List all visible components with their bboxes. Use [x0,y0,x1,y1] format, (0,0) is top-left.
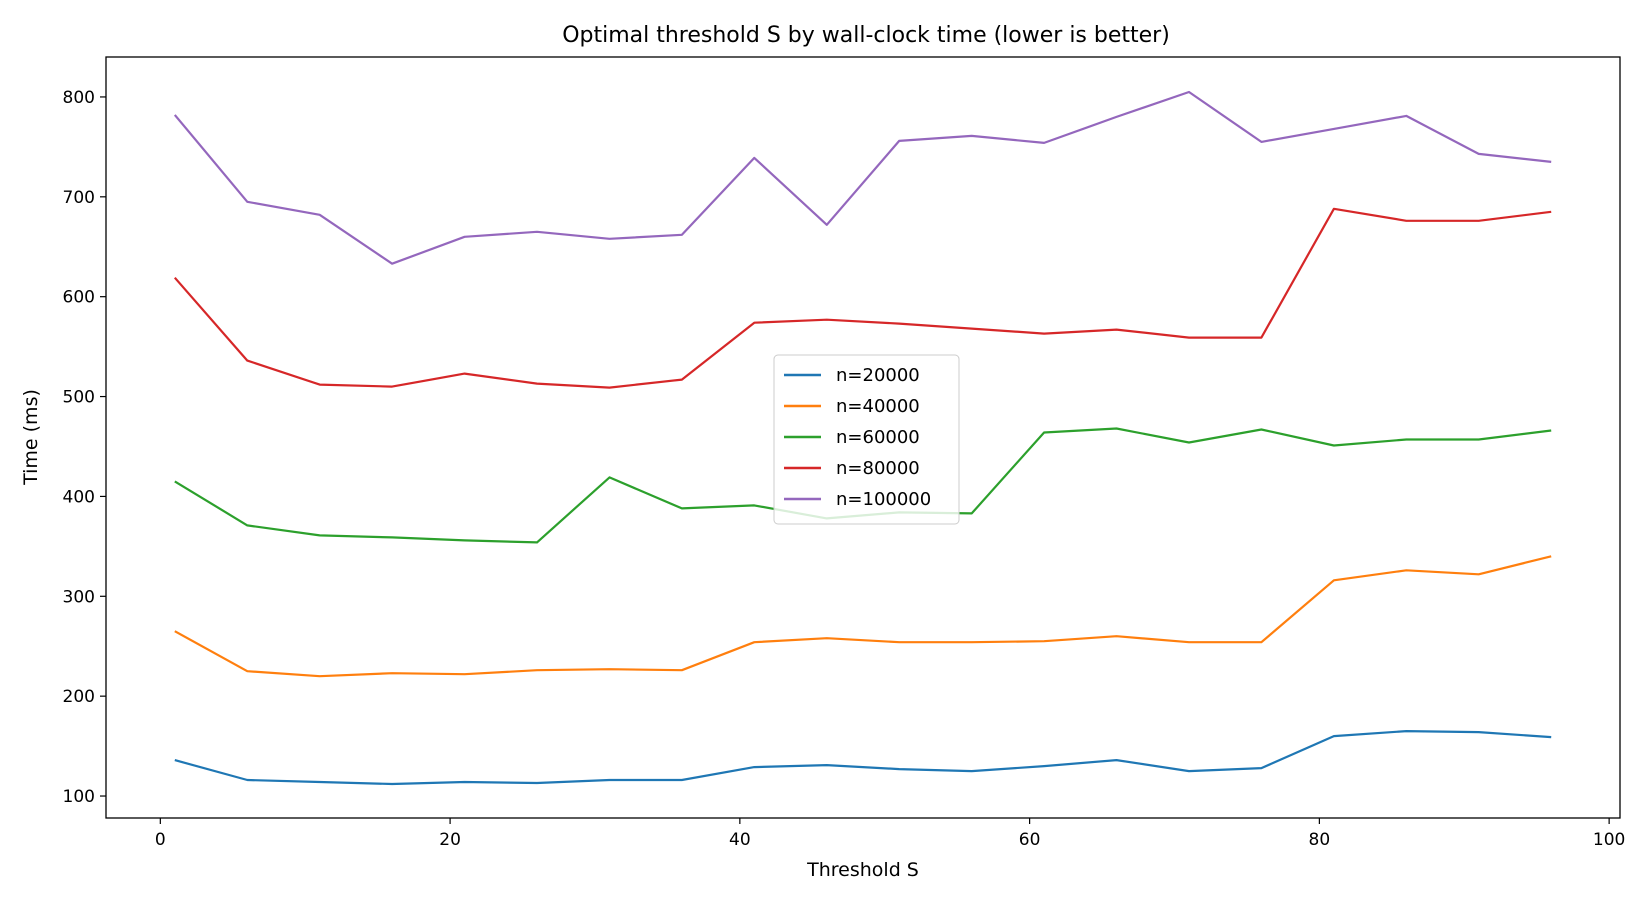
x-axis-label: Threshold S [806,859,919,881]
x-tick-label: 0 [155,830,166,850]
x-tick-label: 80 [1309,830,1331,850]
y-tick-label: 800 [63,88,95,108]
legend: n=20000 n=40000 n=60000 n=80000 n=100000 [773,354,960,525]
series-line-n=20000 [174,729,1552,786]
y-tick-label: 400 [63,487,95,507]
legend-box [773,354,960,525]
x-tick-label: 60 [1019,830,1041,850]
y-tick-label: 200 [63,687,95,707]
y-tick-label: 100 [63,787,95,807]
legend-label: n=100000 [836,489,931,510]
y-tick-label: 700 [63,188,95,208]
series-line-n=100000 [173,90,1552,265]
legend-label: n=40000 [836,396,920,417]
series-line-n=80000 [173,207,1552,389]
x-tick-label: 40 [729,830,751,850]
chart-title: Optimal threshold S by wall-clock time (… [562,23,1170,48]
legend-label: n=60000 [836,427,920,448]
y-tick-label: 300 [63,587,95,607]
x-tick-label: 20 [439,830,461,850]
series-line-n=40000 [174,555,1552,678]
y-axis: 100 200 300 400 500 600 700 800 [63,88,106,807]
legend-label: n=20000 [836,365,920,386]
x-axis: 0 20 40 60 80 100 [155,818,1625,850]
y-axis-label: Time (ms) [20,389,42,486]
y-tick-label: 500 [63,388,95,408]
x-tick-label: 100 [1593,830,1625,850]
plot-border [105,56,1621,819]
legend-label: n=80000 [836,458,920,479]
y-tick-label: 600 [63,288,95,308]
